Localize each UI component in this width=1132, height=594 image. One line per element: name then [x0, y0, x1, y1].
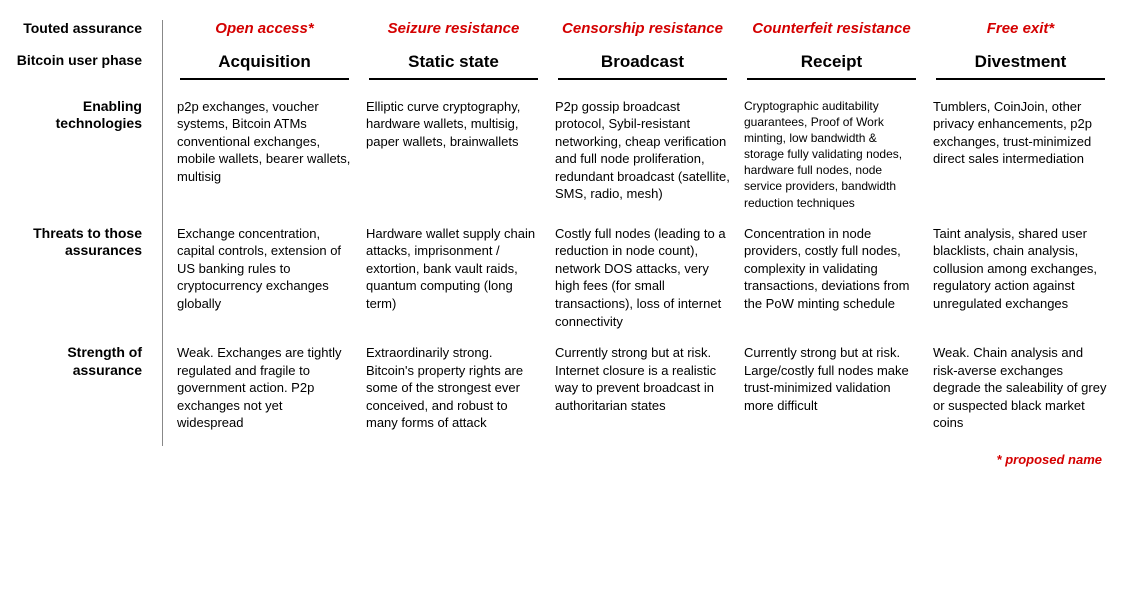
assurance-0: Open access*	[177, 20, 352, 38]
row-label-threats: Threats to those assurances	[8, 225, 148, 330]
phase-col-3: Receipt	[744, 52, 919, 84]
phase-col-1: Static state	[366, 52, 541, 84]
threats-4: Taint analysis, shared user blacklists, …	[933, 225, 1108, 330]
phase-4: Divestment	[933, 52, 1108, 72]
assurance-1: Seizure resistance	[366, 20, 541, 38]
assurance-2: Censorship resistance	[555, 20, 730, 38]
row-label-phase: Bitcoin user phase	[8, 52, 148, 84]
phase-rule-0	[177, 74, 352, 84]
strength-4: Weak. Chain analysis and risk-averse exc…	[933, 344, 1108, 432]
phase-col-2: Broadcast	[555, 52, 730, 84]
assurance-3: Counterfeit resistance	[744, 20, 919, 38]
threats-2: Costly full nodes (leading to a reductio…	[555, 225, 730, 330]
phase-2: Broadcast	[555, 52, 730, 72]
strength-0: Weak. Exchanges are tightly regulated an…	[177, 344, 352, 432]
row-label-enabling: Enabling technologies	[8, 98, 148, 211]
strength-3: Currently strong but at risk. Large/cost…	[744, 344, 919, 432]
threats-0: Exchange concentration, capital controls…	[177, 225, 352, 330]
threats-1: Hardware wallet supply chain attacks, im…	[366, 225, 541, 330]
assurance-matrix: Touted assurance Open access* Seizure re…	[8, 20, 1108, 446]
enabling-2: P2p gossip broadcast protocol, Sybil-res…	[555, 98, 730, 211]
threats-3: Concentration in node providers, costly …	[744, 225, 919, 330]
row-label-strength: Strength of assurance	[8, 344, 148, 432]
strength-1: Extraordinarily strong. Bitcoin's proper…	[366, 344, 541, 432]
assurance-4: Free exit*	[933, 20, 1108, 38]
phase-col-4: Divestment	[933, 52, 1108, 84]
phase-col-0: Acquisition	[177, 52, 352, 84]
enabling-1: Elliptic curve cryptography, hardware wa…	[366, 98, 541, 211]
phase-3: Receipt	[744, 52, 919, 72]
phase-rule-4	[933, 74, 1108, 84]
vertical-divider	[162, 20, 163, 446]
enabling-0: p2p exchanges, voucher systems, Bitcoin …	[177, 98, 352, 211]
phase-rule-1	[366, 74, 541, 84]
enabling-3: Cryptographic auditability guarantees, P…	[744, 98, 919, 211]
row-label-touted: Touted assurance	[8, 20, 148, 38]
phase-0: Acquisition	[177, 52, 352, 72]
strength-2: Currently strong but at risk. Internet c…	[555, 344, 730, 432]
phase-1: Static state	[366, 52, 541, 72]
phase-rule-3	[744, 74, 919, 84]
footnote-proposed-name: * proposed name	[8, 452, 1108, 467]
phase-rule-2	[555, 74, 730, 84]
enabling-4: Tumblers, CoinJoin, other privacy enhanc…	[933, 98, 1108, 211]
